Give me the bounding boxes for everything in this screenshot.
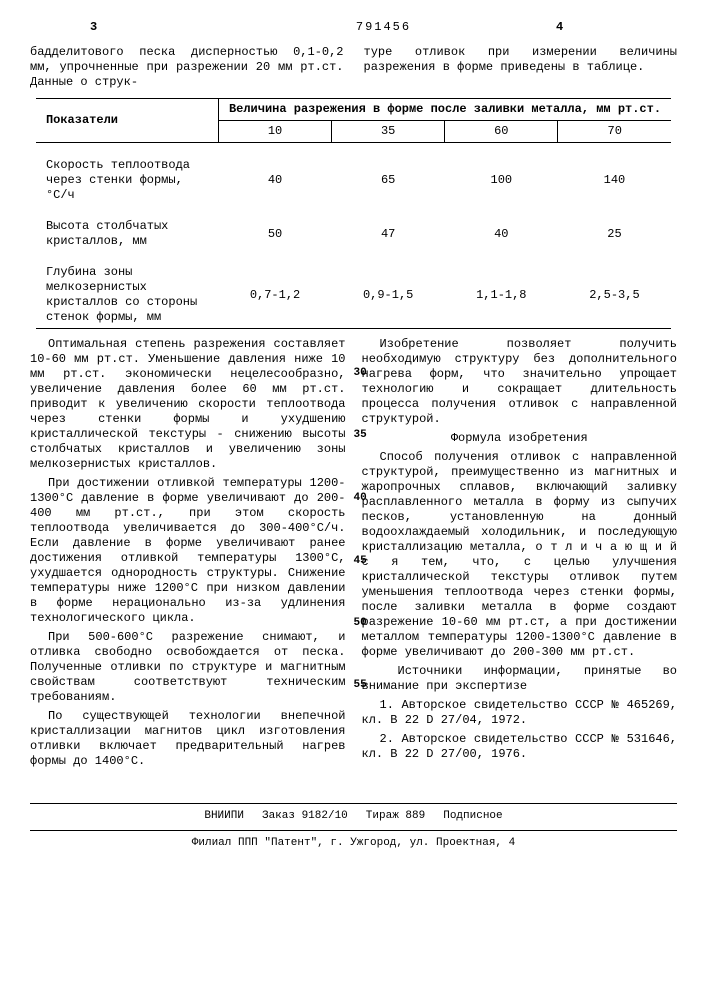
table-subheader: 60 [445,121,558,143]
table-cell: 50 [218,216,331,252]
line-number: 35 [353,429,366,443]
table-header-main: Величина разрежения в форме после заливк… [218,99,671,121]
table-row: Высота столбчатых кристаллов, мм 50 47 4… [36,216,671,252]
source-item: 2. Авторское свидетельство СССР № 531646… [362,732,678,762]
table-subheader: 35 [332,121,445,143]
table-row: Глубина зоны мелкозернистых кристаллов с… [36,262,671,329]
line-number: 40 [353,492,366,506]
line-number: 50 [353,617,366,631]
body-paragraph: При достижении отливкой температуры 1200… [30,476,346,626]
data-table: Показатели Величина разрежения в форме п… [36,98,671,329]
source-item: 1. Авторское свидетельство СССР № 465269… [362,698,678,728]
table-cell: 100 [445,155,558,206]
footer-tiraj: Тираж 889 [366,810,425,824]
table-header-indicators: Показатели [36,99,219,143]
footer-branch: Филиал ППП "Патент", г. Ужгород, ул. Про… [30,837,677,851]
intro-text-left: бадделитового песка дисперностью 0,1-0,2… [30,45,344,90]
table-subheader: 10 [218,121,331,143]
line-number: 55 [353,679,366,693]
formula-text: Способ получения отливок с направленной … [362,450,678,660]
line-number: 45 [353,555,366,569]
footer-org: ВНИИПИ [204,810,244,824]
table-cell: 40 [445,216,558,252]
page-footer: ВНИИПИ Заказ 9182/10 Тираж 889 Подписное… [30,803,677,851]
table-cell: 2,5-3,5 [558,262,671,329]
table-subheader: 70 [558,121,671,143]
row-label: Скорость теплоотвода через стенки формы,… [36,155,219,206]
table-cell: 1,1-1,8 [445,262,558,329]
table-cell: 140 [558,155,671,206]
table-cell: 40 [218,155,331,206]
table-cell: 25 [558,216,671,252]
sources-title: Источники информации, принятые во вниман… [362,664,678,694]
row-label: Высота столбчатых кристаллов, мм [36,216,219,252]
table-row: Скорость теплоотвода через стенки формы,… [36,155,671,206]
row-label: Глубина зоны мелкозернистых кристаллов с… [36,262,219,329]
footer-sub: Подписное [443,810,502,824]
intro-text-right: туре отливок при измерении величины разр… [364,45,678,75]
page-header: 3 791456 4 [30,20,677,35]
body-paragraph: Оптимальная степень разрежения составляе… [30,337,346,472]
table-cell: 65 [332,155,445,206]
body-paragraph: По существующей технологии внепечной кри… [30,709,346,769]
page-number-right: 4 [442,20,677,35]
table-cell: 47 [332,216,445,252]
body-columns: Оптимальная степень разрежения составляе… [30,337,677,773]
document-number: 791456 [325,20,442,35]
body-paragraph: Изобретение позволяет получить необходим… [362,337,678,427]
line-number: 30 [353,367,366,381]
formula-title: Формула изобретения [362,431,678,446]
table-cell: 0,7-1,2 [218,262,331,329]
page-number-left: 3 [30,20,325,35]
body-left-column: Оптимальная степень разрежения составляе… [30,337,346,773]
table-cell: 0,9-1,5 [332,262,445,329]
footer-order: Заказ 9182/10 [262,810,348,824]
body-paragraph: При 500-600°С разрежение снимают, и отли… [30,630,346,705]
body-right-column: Изобретение позволяет получить необходим… [362,337,678,773]
intro-columns: бадделитового песка дисперностью 0,1-0,2… [30,45,677,90]
